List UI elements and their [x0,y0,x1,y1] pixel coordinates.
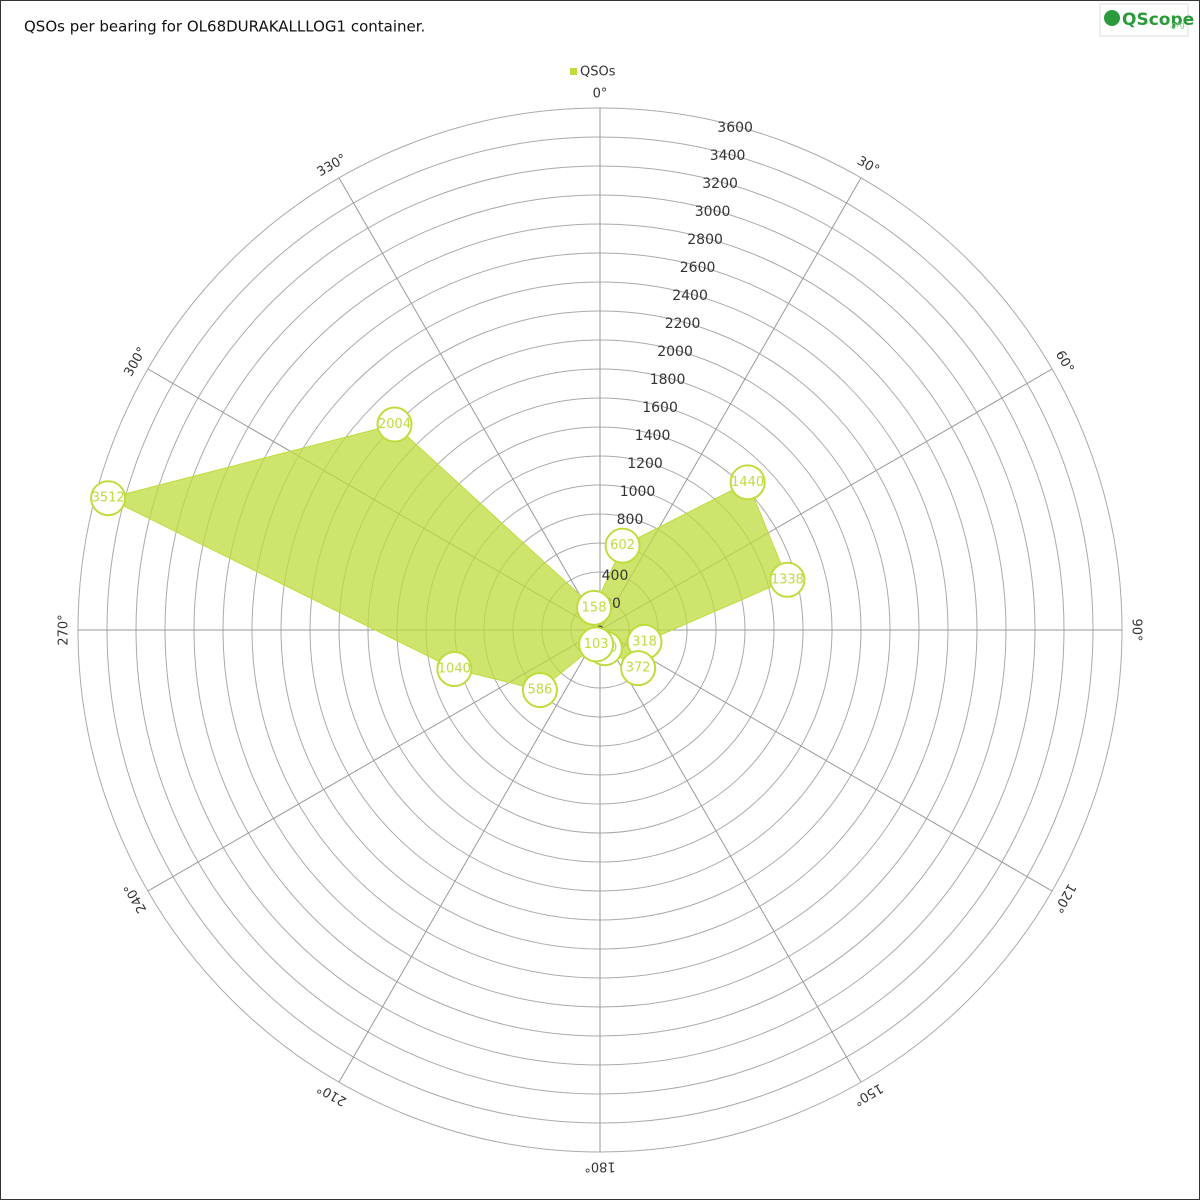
chart-title: QSOs per bearing for OL68DURAKALLLOG1 co… [24,18,425,36]
spoke [599,629,862,1083]
y-tick-label: 2600 [680,260,716,276]
spoke [599,629,1053,892]
legend-label: QSOs [580,65,616,80]
point [604,527,641,564]
y-tick-label: 3000 [695,204,731,220]
value-label: 318 [632,634,657,649]
value-label: 158 [582,600,607,615]
angle-label: 0° [593,87,608,102]
y-tick-label: 2000 [657,344,693,360]
point [90,480,127,517]
point [576,589,613,626]
spoke [338,177,601,631]
point [729,464,766,501]
angle-label: 90° [1129,618,1144,641]
value-label: 3512 [92,491,125,506]
value-label: 602 [610,538,635,553]
value-label: 372 [626,661,651,676]
y-tick-label: 1000 [620,484,656,500]
point [521,672,558,709]
y-tick-label: 3200 [702,176,738,192]
y-tick-label: 1400 [635,428,671,444]
logo-text: QScope [1122,10,1194,30]
value-label: 1440 [731,475,764,490]
point [436,651,473,688]
value-label: 103 [584,637,609,652]
value-label: 2004 [378,417,411,432]
value-label: 586 [528,683,553,698]
y-tick-label: 3400 [710,148,746,164]
legend-swatch [570,68,577,75]
y-tick-label: 1600 [642,400,678,416]
y-tick-label: 2800 [687,232,723,248]
angle-label: 180° [584,1159,615,1174]
point [376,406,413,443]
y-tick-label: 3600 [717,120,753,136]
spoke [338,629,601,1083]
point [620,650,657,687]
point [578,626,615,663]
y-tick-label: 1200 [627,456,663,472]
logo: QScope .org [1099,3,1194,37]
logo-suffix: .org [1169,21,1185,30]
y-tick-label: 400 [602,568,629,584]
y-tick-label: 1800 [650,372,686,388]
logo-icon [1104,10,1120,26]
value-label: 1040 [438,662,471,677]
point [769,561,806,598]
value-label: 1338 [771,572,804,587]
y-tick-label: 800 [617,512,644,528]
y-tick-label: 2200 [665,316,701,332]
angle-label: 270° [57,614,72,645]
y-tick-label: 2400 [672,288,708,304]
